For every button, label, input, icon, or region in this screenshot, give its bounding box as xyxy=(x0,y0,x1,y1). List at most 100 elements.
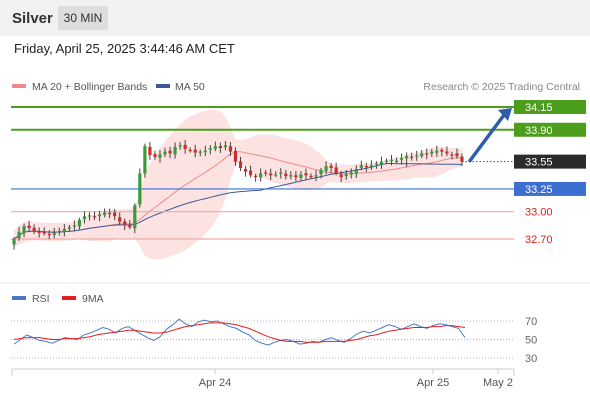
candle-body xyxy=(37,231,41,233)
candle-body xyxy=(445,151,449,154)
candle-body xyxy=(460,156,464,162)
support-label: 33.00 xyxy=(525,207,553,219)
candle-body xyxy=(450,154,454,156)
candle-body xyxy=(128,224,132,228)
candle-body xyxy=(82,216,87,220)
candle-body xyxy=(168,150,172,154)
candle-body xyxy=(47,233,51,236)
candle-body xyxy=(123,221,127,226)
candle-body xyxy=(113,212,117,217)
candle-body xyxy=(213,146,217,149)
rsi-legend-swatch xyxy=(12,296,26,300)
candle-body xyxy=(299,174,303,178)
candle-body xyxy=(269,173,273,176)
resistance-label: 33.90 xyxy=(525,125,553,137)
symbol-title: Silver xyxy=(12,10,53,27)
candle-body xyxy=(254,175,258,178)
candle-body xyxy=(379,161,384,165)
chart-header: Silver 30 MIN xyxy=(0,0,590,36)
candle-body xyxy=(349,172,353,175)
candle-body xyxy=(284,173,288,177)
candle-body xyxy=(32,227,36,231)
rsi-chart: 70 50 30 xyxy=(11,316,537,365)
candle-body xyxy=(289,175,293,177)
price-levels: 34.15 33.90 33.55 33.25 33.00 32.70 xyxy=(514,100,586,246)
candle-body xyxy=(319,169,323,175)
candle-body xyxy=(223,145,228,148)
candle-body xyxy=(92,216,97,218)
candle-body xyxy=(374,163,379,165)
ma50-line xyxy=(13,162,463,240)
ma50-legend-label: MA 50 xyxy=(175,81,205,93)
candle-body xyxy=(279,172,283,174)
resistance-box xyxy=(514,100,586,114)
candle-body xyxy=(22,226,26,233)
candle-body xyxy=(118,217,122,222)
candle-body xyxy=(309,175,313,178)
current-price-box xyxy=(514,154,586,169)
x-axis-ticks: Apr 24 Apr 25 May 2 xyxy=(199,369,513,389)
candle-body xyxy=(203,150,207,153)
candle-body xyxy=(420,153,424,157)
support-label: 32.70 xyxy=(525,234,553,246)
candle-body xyxy=(369,165,373,168)
candle-body xyxy=(384,160,389,162)
ma20-legend-label: MA 20 + Bollinger Bands xyxy=(32,81,147,93)
candle-body xyxy=(264,172,268,174)
candle-body xyxy=(394,160,399,162)
bollinger-band xyxy=(14,109,462,260)
candle-body xyxy=(87,215,92,217)
candle-body xyxy=(193,149,197,153)
candle-body xyxy=(42,231,46,234)
candle-body xyxy=(344,174,348,177)
rsi-line xyxy=(13,318,466,346)
candle-body xyxy=(440,149,444,152)
candle-body xyxy=(294,175,298,178)
pivot-label: 33.25 xyxy=(525,184,553,196)
candle-body xyxy=(143,146,147,174)
candle-body xyxy=(163,151,167,155)
candle-body xyxy=(430,151,434,154)
rsi-ma-legend-swatch xyxy=(62,296,76,300)
candle-body xyxy=(233,150,238,162)
candle-body xyxy=(67,227,71,229)
candle-body xyxy=(108,212,112,215)
candle-body xyxy=(399,157,404,160)
candle-body xyxy=(103,212,107,216)
candle-body xyxy=(27,225,31,229)
candle-body xyxy=(52,232,56,235)
candle-body xyxy=(183,144,187,149)
candle-body xyxy=(410,156,414,158)
timeframe-button[interactable]: 30 MIN xyxy=(58,6,108,30)
candle-body xyxy=(324,166,328,171)
candle-body xyxy=(153,154,157,158)
candle-body xyxy=(259,173,263,178)
ma20-legend-swatch xyxy=(12,84,26,88)
candle-body xyxy=(198,151,202,153)
price-chart xyxy=(11,106,514,260)
candle-body xyxy=(148,146,152,156)
chart-datetime: Friday, April 25, 2025 3:44:46 AM CET xyxy=(14,41,235,56)
candle-body xyxy=(405,156,409,159)
x-tick-label: May 2 xyxy=(483,377,513,389)
candle-body xyxy=(158,154,162,158)
candle-body xyxy=(455,153,459,157)
candle-body xyxy=(243,168,248,172)
forecast-arrow-line xyxy=(468,113,506,163)
candle-body xyxy=(97,214,102,217)
candle-body xyxy=(218,146,222,148)
candle-body xyxy=(57,230,61,233)
candle-body xyxy=(304,173,308,176)
rsi-tick-label: 70 xyxy=(525,316,537,328)
pivot-box xyxy=(514,181,586,196)
candle-body xyxy=(329,165,333,168)
resistance-box xyxy=(514,122,586,137)
candle-body xyxy=(208,147,212,150)
rsi-ma-line xyxy=(13,322,466,343)
candle-body xyxy=(354,168,358,174)
x-tick-label: Apr 24 xyxy=(199,377,231,389)
rsi-tick-label: 30 xyxy=(525,353,537,365)
candle-body xyxy=(173,147,177,155)
rsi-legend-label: RSI xyxy=(32,293,50,305)
